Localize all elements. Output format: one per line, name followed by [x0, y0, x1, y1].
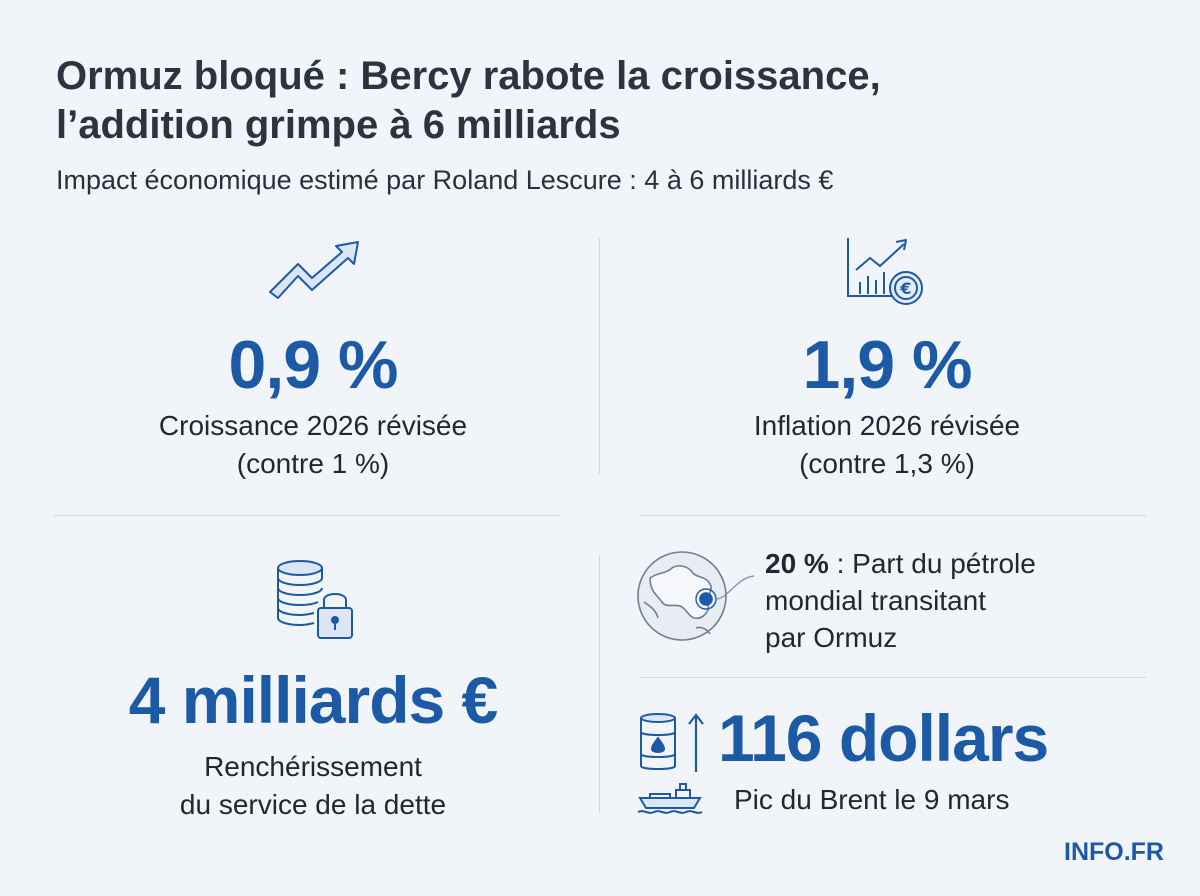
brent-label: Pic du Brent le 9 mars: [734, 784, 1010, 815]
ormuz-share-text: 20 % : Part du pétrole mondial transitan…: [765, 545, 1125, 656]
ormuz-text-3: par Ormuz: [765, 622, 898, 653]
globe-icon: [636, 548, 758, 644]
up-arrow-icon: [686, 712, 706, 774]
title-line-1: Ormuz bloqué : Bercy rabote la croissanc…: [56, 54, 881, 98]
divider-vertical-bottom: [599, 555, 600, 813]
brent-value: 116 dollars: [718, 701, 1049, 775]
page-title: Ormuz bloqué : Bercy rabote la croissanc…: [56, 52, 1156, 150]
ormuz-text-2: mondial transitant: [765, 585, 987, 616]
divider-horizontal-ormuz: [640, 677, 1146, 678]
coins-lock-icon: [272, 556, 358, 642]
inflation-label-2: (contre 1,3 %): [799, 448, 975, 479]
ormuz-text-1: : Part du pétrole: [828, 548, 1036, 579]
brand-logo[interactable]: INFO.FR: [1064, 838, 1164, 866]
tanker-ship-icon: [636, 782, 708, 814]
inflation-block: 1,9 % Inflation 2026 révisée (contre 1,3…: [664, 325, 1110, 483]
inflation-label-1: Inflation 2026 révisée: [753, 410, 1021, 441]
trend-up-arrow-icon: [268, 240, 360, 302]
title-line-2: l’addition grimpe à 6 milliards: [56, 103, 621, 147]
divider-horizontal-left: [54, 515, 561, 516]
growth-value: 0,9 %: [228, 327, 399, 403]
chart-euro-icon: €: [846, 236, 930, 308]
growth-block: 0,9 % Croissance 2026 révisée (contre 1 …: [90, 325, 536, 483]
divider-horizontal-right: [640, 515, 1146, 516]
ormuz-share-value: 20 %: [765, 548, 829, 579]
svg-text:€: €: [899, 279, 911, 298]
page-subtitle: Impact économique estimé par Roland Lesc…: [56, 165, 834, 195]
oil-barrel-icon: [638, 712, 682, 774]
inflation-value: 1,9 %: [802, 327, 973, 403]
divider-vertical-top: [599, 238, 600, 474]
debt-label-1: Renchérissement: [204, 751, 422, 782]
debt-block: 4 milliards € Renchérissement du service…: [60, 660, 566, 824]
debt-label-2: du service de la dette: [179, 789, 447, 820]
growth-label-1: Croissance 2026 révisée: [158, 410, 468, 441]
debt-value: 4 milliards €: [128, 663, 499, 737]
growth-label-2: (contre 1 %): [236, 448, 390, 479]
